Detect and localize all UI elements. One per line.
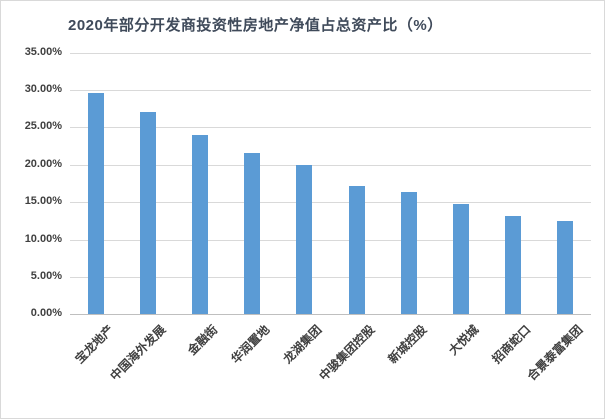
bar xyxy=(504,215,521,315)
y-axis-tick-label: 0.00% xyxy=(30,307,62,320)
gridline xyxy=(70,52,591,54)
bar xyxy=(348,186,365,315)
bar xyxy=(556,220,573,315)
x-axis-category-label: 新城控股 xyxy=(385,322,429,367)
bar xyxy=(400,191,417,315)
x-axis-category-label: 华润置地 xyxy=(228,322,273,367)
y-axis-tick-label: 25.00% xyxy=(24,120,62,133)
y-axis-tick-label: 10.00% xyxy=(24,232,62,245)
gridline xyxy=(70,202,591,204)
x-axis-category-label: 龙湖集团 xyxy=(280,322,325,367)
bar xyxy=(296,164,313,315)
x-axis-category-label: 宝龙地产 xyxy=(72,322,117,367)
x-axis-category-label: 招商蛇口 xyxy=(489,322,534,367)
y-axis-tick-label: 20.00% xyxy=(24,157,62,170)
x-axis-line xyxy=(70,314,591,316)
bar xyxy=(140,112,157,315)
bar xyxy=(244,153,261,315)
bar xyxy=(192,134,209,315)
gridline xyxy=(70,164,591,166)
bar xyxy=(452,204,469,315)
gridline xyxy=(70,127,591,129)
y-axis-tick-label: 15.00% xyxy=(24,195,62,208)
y-axis-tick-label: 5.00% xyxy=(30,269,62,282)
chart-title: 2020年部分开发商投资性房地产净值占总资产比（%） xyxy=(68,17,443,34)
y-axis-tick-label: 35.00% xyxy=(24,45,62,58)
gridline xyxy=(70,276,591,278)
x-axis-category-label: 中骏集团控股 xyxy=(316,322,377,384)
y-axis-tick-label: 30.00% xyxy=(24,82,62,95)
bar xyxy=(88,92,105,315)
gridline xyxy=(70,89,591,91)
gridline xyxy=(70,239,591,241)
x-axis-category-label: 大悦城 xyxy=(445,322,482,359)
x-axis-category-label: 金融街 xyxy=(185,322,221,359)
